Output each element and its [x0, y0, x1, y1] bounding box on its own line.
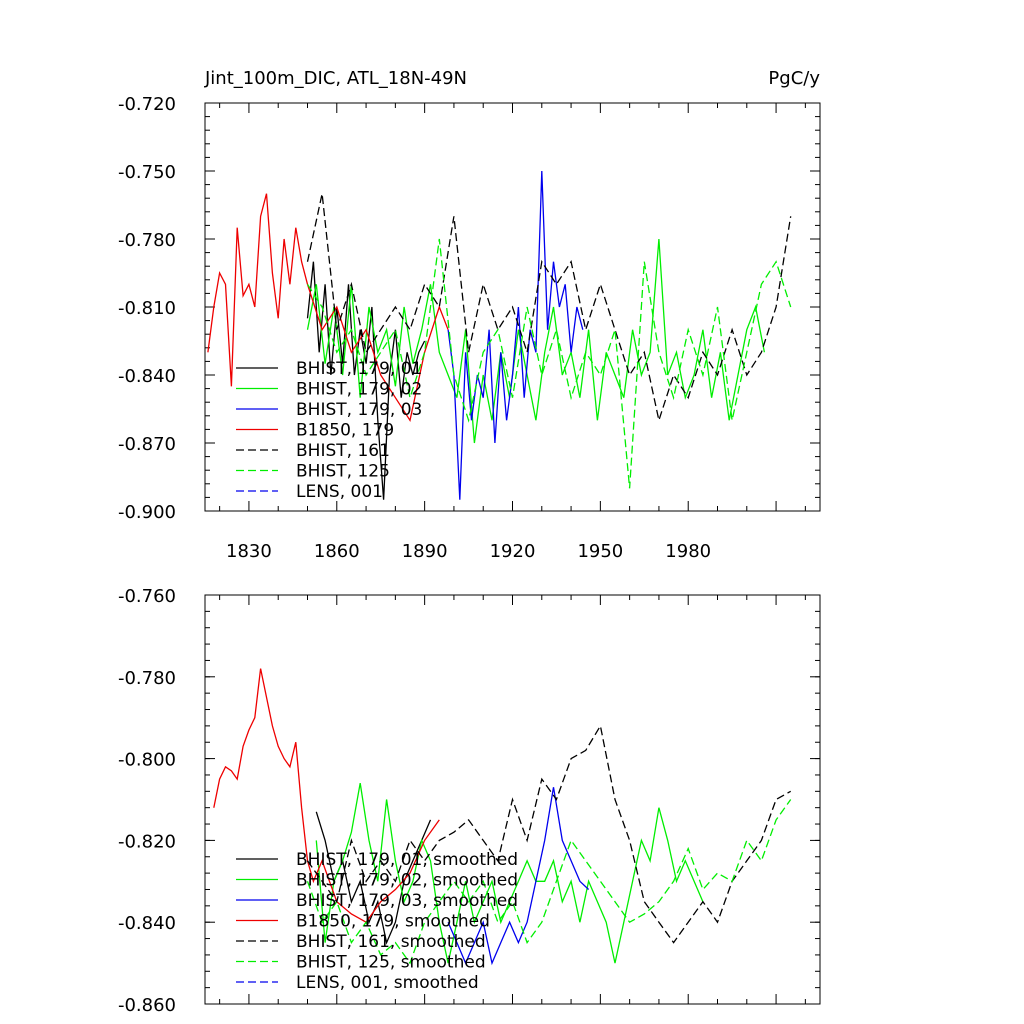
legend-label: BHIST, 179, 02 — [296, 380, 422, 400]
series-line-0 — [306, 261, 426, 500]
legend-label: B1850, 179, smoothed — [296, 912, 490, 932]
y-tick-label: -0.750 — [118, 162, 176, 183]
x-tick-label: 1830 — [226, 541, 272, 562]
y-tick-label: -0.840 — [118, 913, 176, 934]
series-line-5 — [306, 238, 792, 489]
legend-label: BHIST, 125, smoothed — [296, 953, 486, 973]
series-line-1 — [306, 238, 766, 444]
bottom-panel: -0.760 -0.780 -0.800 -0.820 -0.840 -0.860 BHI… — [118, 586, 821, 1016]
top-title-left: Jint_100m_DIC, ATL_18N-49N — [204, 68, 467, 89]
legend-label: LENS, 001, smoothed — [296, 973, 479, 993]
legend-label: BHIST, 179, 03, smoothed — [296, 891, 518, 911]
y-tick-label: -0.820 — [118, 831, 176, 852]
legend-label: BHIST, 125 — [296, 462, 390, 482]
series-line-4 — [306, 193, 792, 423]
top-ticks: -0.720 -0.750 -0.780 -0.810 -0.840 -0.870 -0.9… — [118, 94, 820, 562]
legend-label: B1850, 179 — [296, 421, 394, 441]
x-tick-label: 1950 — [577, 541, 623, 562]
x-tick-label: 1860 — [314, 541, 360, 562]
y-tick-label: -0.780 — [118, 668, 176, 689]
series-line-3 — [213, 668, 440, 924]
legend-label: BHIST, 179, 01, smoothed — [296, 850, 518, 870]
series-line-4 — [306, 724, 792, 944]
y-tick-label: -0.860 — [118, 995, 176, 1016]
y-tick-label: -0.900 — [118, 502, 176, 523]
y-tick-label: -0.870 — [118, 434, 176, 455]
legend-label: BHIST, 161, smoothed — [296, 932, 486, 952]
top-series — [207, 170, 792, 500]
x-tick-label: 1980 — [665, 541, 711, 562]
top-panel: Jint_100m_DIC, ATL_18N-49N PgC/y -0.720-… — [118, 68, 821, 562]
y-tick-label: -0.720 — [118, 94, 176, 115]
bottom-series — [213, 668, 792, 966]
x-tick-label: 1890 — [402, 541, 448, 562]
legend-label: BHIST, 179, 01 — [296, 359, 422, 379]
bottom-ticks: -0.760 -0.780 -0.800 -0.820 -0.840 -0.860 — [118, 586, 820, 1016]
legend-label: BHIST, 161 — [296, 441, 390, 461]
series-line-2 — [447, 787, 590, 966]
legend-label: BHIST, 179, 02, smoothed — [296, 871, 518, 891]
x-tick-label: 1920 — [490, 541, 536, 562]
series-line-2 — [447, 170, 584, 500]
y-tick-label: -0.810 — [118, 298, 176, 319]
y-tick-label: -0.760 — [118, 586, 176, 607]
series-line-5 — [306, 799, 792, 965]
legend-label: BHIST, 179, 03 — [296, 400, 422, 420]
y-tick-label: -0.800 — [118, 750, 176, 771]
legend-label: LENS, 001 — [296, 482, 383, 502]
y-tick-label: -0.840 — [118, 366, 176, 387]
series-line-3 — [207, 193, 449, 422]
y-tick-label: -0.780 — [118, 230, 176, 251]
top-title-right: PgC/y — [768, 68, 820, 89]
series-line-1 — [315, 782, 704, 964]
